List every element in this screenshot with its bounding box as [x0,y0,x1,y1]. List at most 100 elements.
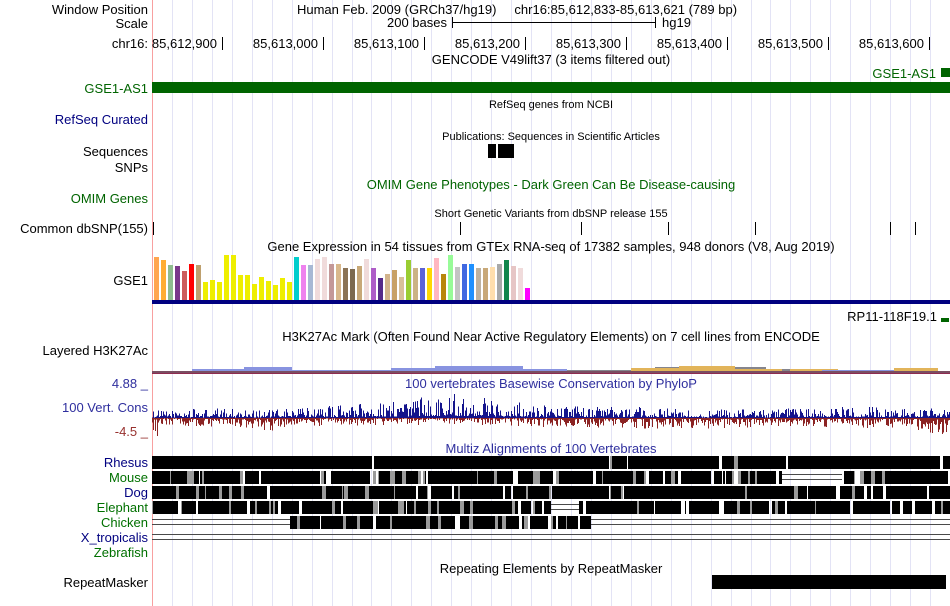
gtex-item-label[interactable]: RP11-118F19.1 [847,309,937,324]
gtex-bar[interactable] [483,268,488,300]
phylop-wiggle[interactable] [152,390,950,436]
gtex-bar[interactable] [455,267,460,300]
gtex-bar[interactable] [259,277,264,300]
track-left-label-mouse[interactable]: Mouse [108,470,148,485]
track-left-label-window-position[interactable]: Window Position [51,2,148,17]
gtex-bar[interactable] [357,266,362,300]
gtex-bar[interactable] [343,268,348,300]
gtex-bar[interactable] [525,288,530,300]
gtex-bar[interactable] [245,275,250,300]
multiz-row-rhesus[interactable] [152,456,950,469]
multiz-row-elephant[interactable] [152,501,950,514]
gtex-bar[interactable] [392,270,397,300]
track-left-label-dog[interactable]: Dog [124,485,148,500]
gencode-gene-bar[interactable] [152,82,950,93]
gtex-bar[interactable] [350,269,355,300]
gtex-bar[interactable] [182,271,187,300]
gtex-bar[interactable] [420,268,425,300]
track-left-label-common-dbsnp[interactable]: Common dbSNP(155) [20,221,148,236]
h3k27ac-signal-segment[interactable] [678,366,735,373]
gtex-bar[interactable] [511,266,516,300]
multiz-row-mouse[interactable] [152,471,950,484]
gtex-bar[interactable] [231,255,236,300]
track-left-label-rhesus[interactable]: Rhesus [103,455,148,470]
gtex-bar[interactable] [280,278,285,300]
gtex-bar[interactable] [168,265,173,300]
gtex-bar[interactable] [301,265,306,300]
repeatmasker-item[interactable] [712,575,946,589]
gencode-item-square[interactable] [941,68,950,77]
gtex-bar[interactable] [154,257,159,300]
track-left-label-omim-genes[interactable]: OMIM Genes [70,191,148,206]
gtex-bar[interactable] [476,268,481,300]
gtex-bar[interactable] [504,260,509,300]
gtex-bar[interactable] [210,280,215,300]
gtex-bar[interactable] [441,274,446,300]
track-left-label-chrom[interactable]: chr16: [111,36,148,51]
gtex-bar[interactable] [308,265,313,300]
dbsnp-variant-tick[interactable] [581,222,582,235]
track-left-label-layered-h3k27ac[interactable]: Layered H3K27Ac [42,343,148,358]
multiz-row-chicken[interactable] [152,516,950,529]
gtex-bar[interactable] [336,264,341,300]
gtex-bar[interactable] [175,266,180,300]
gtex-bar[interactable] [434,258,439,300]
gtex-bar[interactable] [287,282,292,300]
gtex-bar[interactable] [448,255,453,300]
h3k27ac-signal-segment[interactable] [630,368,679,373]
track-left-label-sequences[interactable]: Sequences [82,144,148,159]
gtex-item-dash[interactable] [941,318,949,322]
gtex-bar[interactable] [399,277,404,300]
publications-sequence-block[interactable] [498,144,514,158]
track-left-label-refseq-curated[interactable]: RefSeq Curated [54,112,148,127]
gtex-bar[interactable] [469,264,474,300]
gtex-bar[interactable] [406,260,411,300]
gtex-bar[interactable] [273,285,278,300]
gtex-bar[interactable] [217,282,222,300]
gtex-bar[interactable] [490,267,495,300]
gtex-bar[interactable] [462,264,467,300]
gtex-bar[interactable] [427,268,432,300]
gtex-bar[interactable] [161,260,166,300]
h3k27ac-signal-segment[interactable] [435,366,524,373]
gtex-bar[interactable] [252,284,257,300]
gtex-bar[interactable] [189,264,194,300]
dbsnp-variant-tick[interactable] [153,222,154,235]
gtex-bar[interactable] [518,268,523,300]
gencode-item-label[interactable]: GSE1-AS1 [872,66,936,81]
track-left-label-vert-cons[interactable]: 100 Vert. Cons [62,400,148,415]
gtex-bar[interactable] [413,268,418,300]
dbsnp-variant-tick[interactable] [915,222,916,235]
dbsnp-variant-tick[interactable] [460,222,461,235]
track-left-label-chicken[interactable]: Chicken [101,515,148,530]
gtex-bar[interactable] [329,264,334,300]
track-left-label-gse1-as1[interactable]: GSE1-AS1 [84,81,148,96]
gtex-bar[interactable] [497,264,502,300]
gtex-bar[interactable] [266,281,271,300]
gtex-bar[interactable] [294,257,299,300]
gtex-bar[interactable] [378,278,383,300]
gtex-bar[interactable] [364,259,369,300]
track-left-label-cons-min[interactable]: -4.5 _ [114,424,148,439]
track-left-label-zebrafish[interactable]: Zebrafish [93,545,148,560]
multiz-row-dog[interactable] [152,486,950,499]
gtex-bar[interactable] [238,275,243,300]
gtex-bar[interactable] [322,257,327,300]
track-left-label-x-tropicalis[interactable]: X_tropicalis [80,530,148,545]
track-left-label-gse1[interactable]: GSE1 [113,273,148,288]
h3k27ac-signal-segment[interactable] [894,368,938,373]
h3k27ac-signal-segment[interactable] [391,368,436,373]
gtex-bar[interactable] [196,265,201,300]
h3k27ac-signal-segment[interactable] [243,367,292,373]
track-left-label-repeatmasker[interactable]: RepeatMasker [63,575,148,590]
gtex-bar[interactable] [315,259,320,300]
gtex-bar[interactable] [224,255,229,300]
dbsnp-variant-tick[interactable] [755,222,756,235]
publications-sequence-block[interactable] [488,144,496,158]
gtex-bar[interactable] [385,274,390,300]
gtex-bar[interactable] [203,282,208,300]
track-left-label-elephant[interactable]: Elephant [96,500,148,515]
dbsnp-variant-tick[interactable] [668,222,669,235]
dbsnp-variant-tick[interactable] [890,222,891,235]
track-left-label-snps[interactable]: SNPs [114,160,148,175]
